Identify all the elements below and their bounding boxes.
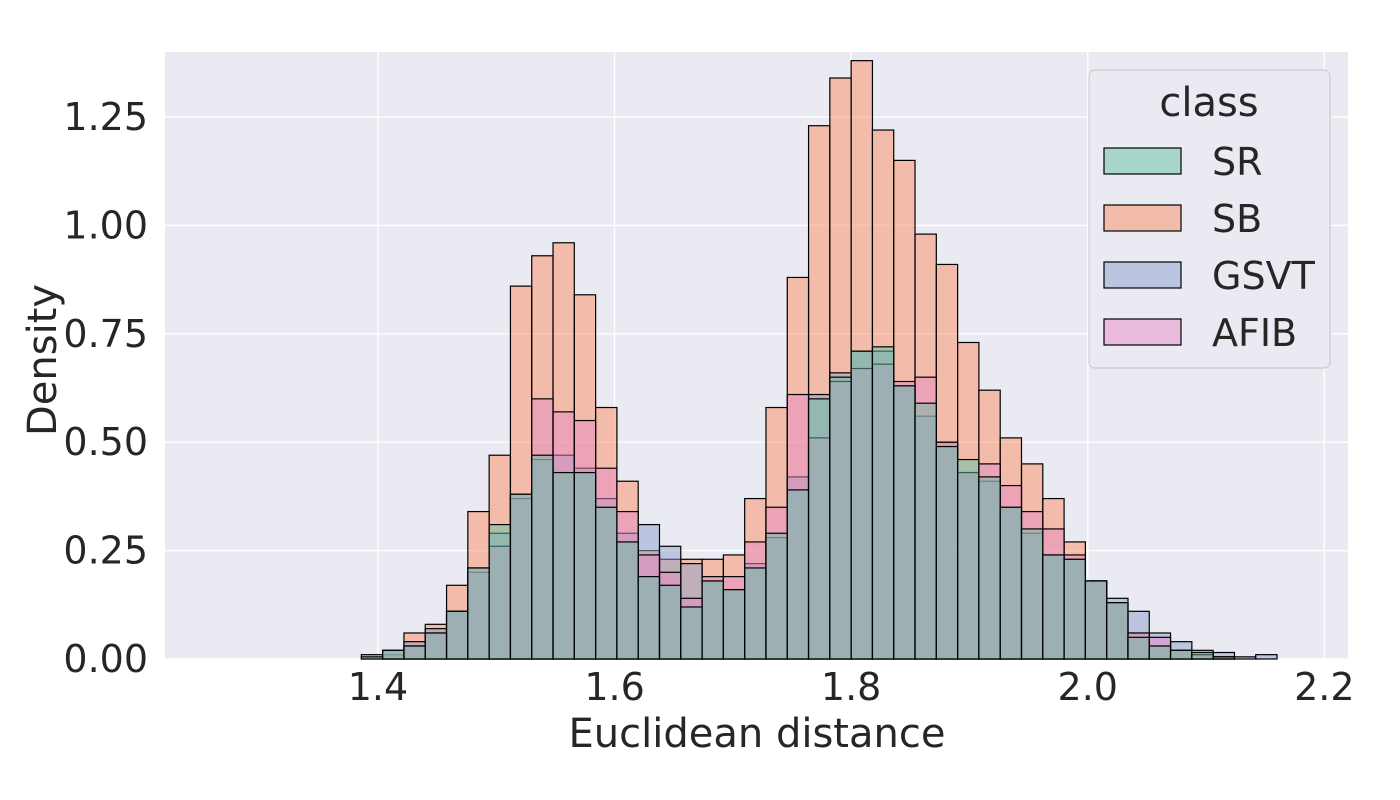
legend-label: SB bbox=[1212, 197, 1262, 241]
bar-sr bbox=[552, 471, 575, 660]
x-tick-labels: 1.4 1.6 1.8 2.0 2.2 bbox=[348, 665, 1355, 709]
bar-sr bbox=[765, 532, 788, 660]
legend: class SR SB GSVT AFIB bbox=[1088, 69, 1331, 369]
bar-sr bbox=[935, 445, 959, 660]
bar-sr bbox=[1042, 554, 1065, 660]
bar-sr bbox=[1063, 558, 1086, 660]
bar-sr bbox=[1169, 649, 1193, 660]
bar-sr bbox=[616, 541, 639, 660]
bar-sr bbox=[467, 567, 490, 660]
bar-sr bbox=[509, 493, 533, 660]
bar-sr bbox=[403, 645, 426, 660]
bar-sr bbox=[786, 489, 810, 660]
bar-sr bbox=[424, 632, 448, 660]
y-tick-labels: 0.00 0.25 0.50 0.75 1.00 1.25 bbox=[63, 95, 148, 681]
legend-items: SR SB GSVT AFIB bbox=[1103, 140, 1316, 355]
bar-sr bbox=[914, 402, 937, 660]
bar-sr bbox=[658, 584, 682, 660]
bar-sr bbox=[680, 606, 703, 660]
y-tick-label: 0.50 bbox=[63, 420, 148, 464]
legend-item-sb: SB bbox=[1103, 197, 1262, 241]
bar-sr bbox=[722, 589, 746, 660]
bar-sr bbox=[850, 350, 874, 660]
bar-sr bbox=[957, 458, 980, 660]
bar-sr bbox=[807, 398, 831, 660]
legend-label: SR bbox=[1212, 140, 1263, 184]
bar-sr bbox=[637, 576, 661, 660]
bar-sr bbox=[829, 376, 852, 660]
bar-sr bbox=[999, 506, 1023, 660]
bar-sr bbox=[488, 523, 512, 660]
legend-label: AFIB bbox=[1212, 311, 1297, 355]
y-tick-label: 1.25 bbox=[63, 95, 148, 139]
bar-sr bbox=[360, 656, 384, 660]
bar-sr bbox=[701, 580, 724, 660]
legend-item-afib: AFIB bbox=[1103, 311, 1297, 355]
bar-sr bbox=[1106, 602, 1129, 660]
bar-sr bbox=[573, 471, 597, 660]
legend-label: GSVT bbox=[1212, 254, 1316, 298]
bar-gsvt bbox=[1255, 654, 1278, 660]
y-tick-label: 1.00 bbox=[63, 203, 148, 247]
bar-sr bbox=[595, 506, 618, 660]
bar-sr bbox=[1127, 636, 1150, 660]
bar-sr bbox=[1191, 651, 1214, 660]
legend-swatch bbox=[1103, 204, 1182, 232]
bar-sr bbox=[978, 476, 1001, 660]
legend-swatch bbox=[1103, 147, 1182, 175]
bar-sr bbox=[871, 346, 895, 660]
bar-sr bbox=[1084, 580, 1108, 660]
legend-swatch bbox=[1103, 318, 1182, 346]
y-axis-label: Density bbox=[20, 284, 66, 436]
bar-sr bbox=[531, 454, 554, 660]
y-tick-label: 0.75 bbox=[63, 312, 148, 356]
bar-gsvt bbox=[1233, 656, 1257, 660]
legend-swatch bbox=[1103, 261, 1182, 289]
x-tick-label: 2.0 bbox=[1058, 665, 1118, 709]
bar-sr bbox=[744, 567, 767, 660]
x-tick-label: 2.2 bbox=[1294, 665, 1354, 709]
legend-item-gsvt: GSVT bbox=[1103, 254, 1316, 298]
x-tick-label: 1.6 bbox=[584, 665, 644, 709]
bar-sr bbox=[382, 649, 405, 660]
bar-sr bbox=[1020, 528, 1044, 660]
legend-box bbox=[1088, 69, 1331, 369]
bar-sr bbox=[893, 385, 916, 660]
x-tick-label: 1.4 bbox=[348, 665, 408, 709]
legend-item-sr: SR bbox=[1103, 140, 1263, 184]
x-tick-label: 1.8 bbox=[821, 665, 881, 709]
y-tick-label: 0.00 bbox=[63, 637, 148, 681]
y-tick-label: 0.25 bbox=[63, 529, 148, 573]
series-sr bbox=[360, 346, 1236, 660]
legend-title: class bbox=[1159, 80, 1258, 126]
bar-sr bbox=[1212, 656, 1236, 660]
x-axis-label: Euclidean distance bbox=[569, 711, 946, 757]
bars bbox=[360, 60, 1278, 660]
bar-sr bbox=[1148, 645, 1172, 660]
bar-sr bbox=[445, 610, 469, 660]
